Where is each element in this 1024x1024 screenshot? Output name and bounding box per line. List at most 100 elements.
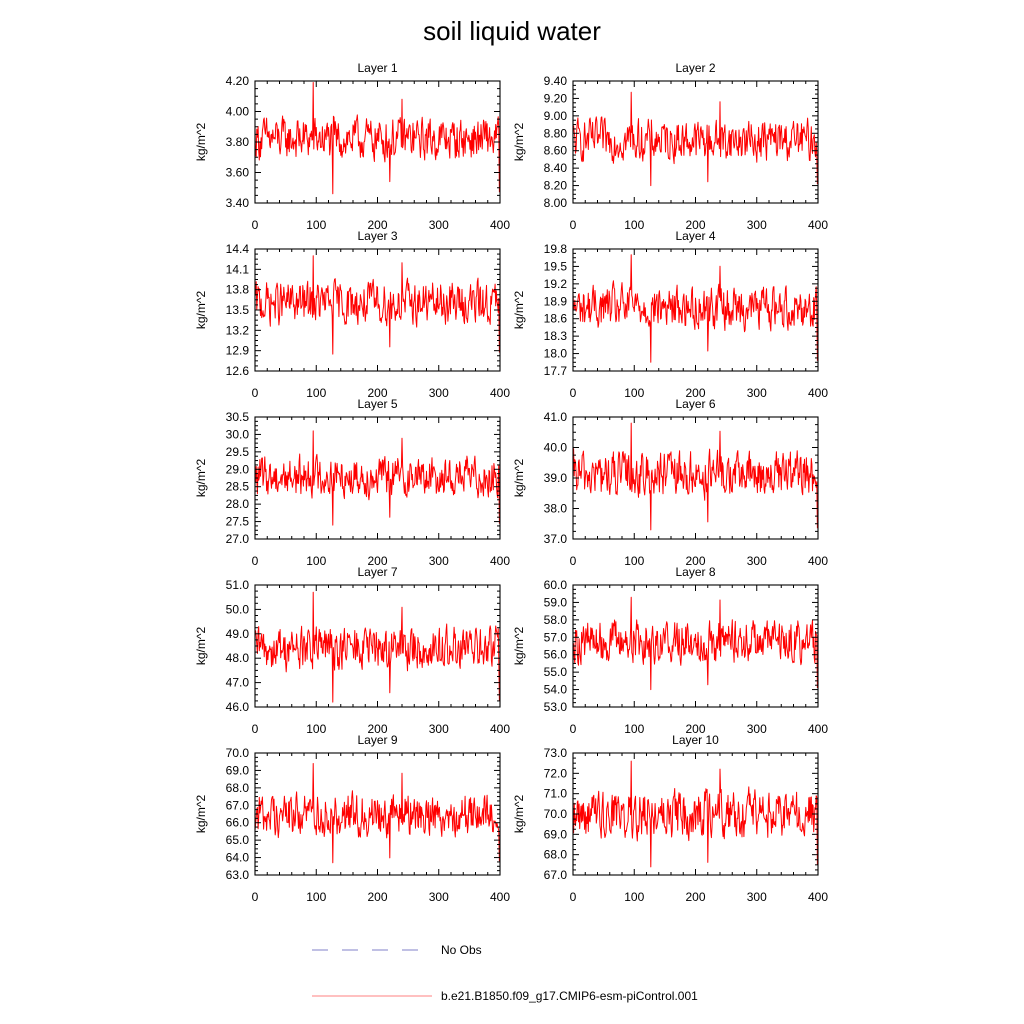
x-tick-label-layer-9: 100	[306, 890, 326, 904]
y-tick-label-layer-9: 68.0	[226, 781, 250, 795]
y-tick-label-layer-1: 3.40	[226, 196, 250, 210]
y-axis-label-layer-2: kg/m^2	[512, 123, 526, 162]
y-tick-label-layer-3: 13.2	[226, 323, 250, 337]
x-tick-label-layer-2: 100	[624, 218, 644, 232]
x-tick-label-layer-8: 200	[685, 722, 705, 736]
x-tick-label-layer-4: 300	[747, 386, 767, 400]
y-tick-label-layer-9: 65.0	[226, 833, 250, 847]
x-tick-label-layer-2: 200	[685, 218, 705, 232]
y-axis-label-layer-8: kg/m^2	[512, 627, 526, 666]
y-tick-label-layer-5: 30.5	[226, 410, 250, 424]
panel-layer-2: Layer 2 kg/m^2 8.00 8.20 8.40 8.60 8.80 9.00 9.2…	[512, 61, 828, 232]
x-tick-label-layer-1: 300	[429, 218, 449, 232]
y-axis-label-layer-1: kg/m^2	[194, 123, 208, 162]
x-tick-label-layer-4: 0	[570, 386, 577, 400]
y-tick-label-layer-2: 8.80	[544, 126, 568, 140]
series-line-layer-8	[572, 596, 818, 691]
x-tick-label-layer-6: 0	[570, 554, 577, 568]
x-tick-label-layer-5: 0	[252, 554, 259, 568]
x-tick-label-layer-1: 100	[306, 218, 326, 232]
x-tick-label-layer-8: 400	[808, 722, 828, 736]
x-tick-label-layer-10: 400	[808, 890, 828, 904]
x-tick-label-layer-2: 0	[570, 218, 577, 232]
x-tick-label-layer-5: 300	[429, 554, 449, 568]
y-tick-label-layer-8: 59.0	[544, 595, 568, 609]
y-tick-label-layer-7: 47.0	[226, 676, 250, 690]
y-tick-label-layer-9: 67.0	[226, 798, 250, 812]
x-tick-label-layer-10: 300	[747, 890, 767, 904]
x-tick-label-layer-2: 300	[747, 218, 767, 232]
y-tick-label-layer-4: 18.6	[544, 312, 568, 326]
y-tick-label-layer-8: 57.0	[544, 630, 568, 644]
panel-title-layer-3: Layer 3	[357, 229, 397, 243]
y-axis-label-layer-6: kg/m^2	[512, 459, 526, 498]
y-tick-label-layer-10: 68.0	[544, 848, 568, 862]
y-tick-label-layer-4: 19.5	[544, 259, 568, 273]
x-tick-label-layer-1: 200	[367, 218, 387, 232]
y-tick-label-layer-7: 46.0	[226, 700, 250, 714]
panel-layer-5: Layer 5 kg/m^2 27.0 27.5 28.0 28.5 29.0 29.5 30.…	[194, 397, 510, 568]
y-tick-label-layer-8: 56.0	[544, 648, 568, 662]
x-tick-label-layer-9: 0	[252, 890, 259, 904]
y-tick-label-layer-5: 29.0	[226, 462, 250, 476]
figure-title: soil liquid water	[423, 16, 601, 46]
y-tick-label-layer-3: 14.4	[226, 242, 250, 256]
series-line-layer-3	[254, 255, 500, 355]
y-tick-label-layer-2: 8.60	[544, 144, 568, 158]
panel-layer-4: Layer 4 kg/m^2 17.7 18.0 18.3 18.6 18.9 19.2 19.…	[512, 229, 828, 400]
y-tick-label-layer-9: 66.0	[226, 816, 250, 830]
series-line-layer-1	[254, 82, 500, 195]
x-tick-label-layer-7: 400	[490, 722, 510, 736]
y-tick-label-layer-3: 12.9	[226, 344, 250, 358]
y-tick-label-layer-1: 3.60	[226, 166, 250, 180]
y-tick-label-layer-6: 40.0	[544, 441, 568, 455]
panel-title-layer-7: Layer 7	[357, 565, 397, 579]
y-tick-label-layer-5: 29.5	[226, 445, 250, 459]
y-tick-label-layer-8: 53.0	[544, 700, 568, 714]
y-tick-label-layer-5: 27.0	[226, 532, 250, 546]
y-tick-label-layer-8: 58.0	[544, 613, 568, 627]
x-tick-label-layer-6: 400	[808, 554, 828, 568]
x-tick-label-layer-8: 0	[570, 722, 577, 736]
y-axis-label-layer-4: kg/m^2	[512, 291, 526, 330]
y-tick-label-layer-10: 69.0	[544, 827, 568, 841]
y-axis-label-layer-3: kg/m^2	[194, 291, 208, 330]
y-tick-label-layer-4: 18.3	[544, 329, 568, 343]
y-tick-label-layer-10: 70.0	[544, 807, 568, 821]
x-tick-label-layer-7: 200	[367, 722, 387, 736]
x-tick-label-layer-7: 0	[252, 722, 259, 736]
x-tick-label-layer-3: 400	[490, 386, 510, 400]
panel-layer-6: Layer 6 kg/m^2 37.0 38.0 39.0 40.0 41.0 0 100 200…	[512, 397, 828, 568]
legend-label-no-obs: No Obs	[441, 943, 482, 957]
x-tick-label-layer-3: 0	[252, 386, 259, 400]
legend-label-case: b.e21.B1850.f09_g17.CMIP6-esm-piControl.…	[441, 989, 698, 1003]
y-tick-label-layer-10: 67.0	[544, 868, 568, 882]
x-tick-label-layer-1: 400	[490, 218, 510, 232]
x-tick-label-layer-5: 200	[367, 554, 387, 568]
x-tick-label-layer-4: 100	[624, 386, 644, 400]
y-tick-label-layer-4: 18.9	[544, 294, 568, 308]
series-line-layer-2	[572, 91, 818, 187]
x-tick-label-layer-7: 300	[429, 722, 449, 736]
y-tick-label-layer-7: 51.0	[226, 578, 250, 592]
series-line-layer-10	[572, 760, 818, 868]
panel-layer-1: Layer 1 kg/m^2 3.40 3.60 3.80 4.00 4.20 0 100 200…	[194, 61, 510, 232]
panel-layer-9: Layer 9 kg/m^2 63.0 64.0 65.0 66.0 67.0 68.0 69.…	[194, 733, 510, 904]
panel-title-layer-6: Layer 6	[675, 397, 715, 411]
panel-title-layer-9: Layer 9	[357, 733, 397, 747]
y-tick-label-layer-5: 28.5	[226, 480, 250, 494]
y-tick-label-layer-9: 64.0	[226, 851, 250, 865]
y-tick-label-layer-4: 18.0	[544, 347, 568, 361]
panel-title-layer-1: Layer 1	[357, 61, 397, 75]
x-tick-label-layer-5: 100	[306, 554, 326, 568]
x-tick-label-layer-10: 100	[624, 890, 644, 904]
series-line-layer-4	[572, 254, 818, 363]
y-tick-label-layer-7: 48.0	[226, 651, 250, 665]
y-tick-label-layer-1: 3.80	[226, 135, 250, 149]
y-axis-label-layer-7: kg/m^2	[194, 627, 208, 666]
y-tick-label-layer-6: 41.0	[544, 410, 568, 424]
y-tick-label-layer-10: 71.0	[544, 787, 568, 801]
x-tick-label-layer-3: 200	[367, 386, 387, 400]
y-tick-label-layer-9: 69.0	[226, 763, 250, 777]
y-tick-label-layer-1: 4.00	[226, 105, 250, 119]
